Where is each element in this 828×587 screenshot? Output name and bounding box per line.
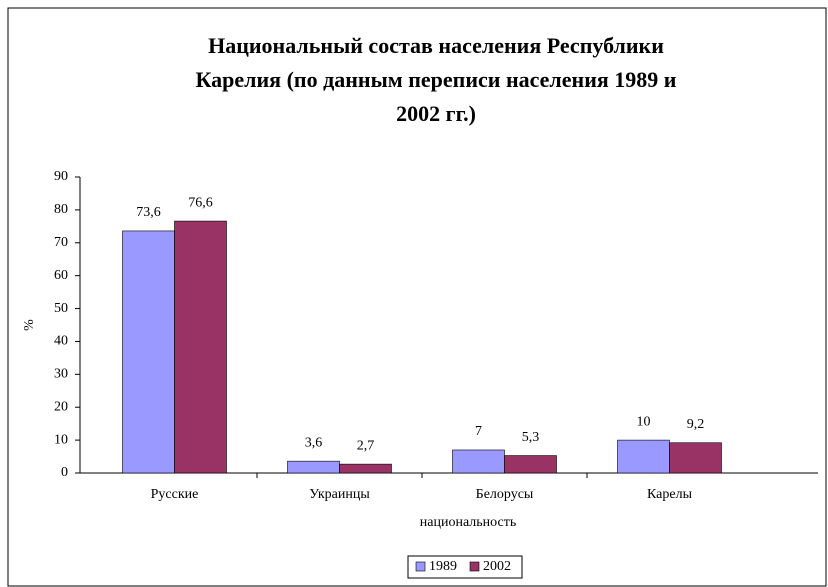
x-axis-title: национальность <box>420 515 516 530</box>
x-tick-label: Украинцы <box>309 487 370 502</box>
chart-title: Национальный состав населения Республики <box>208 33 664 58</box>
data-label: 3,6 <box>305 435 323 450</box>
legend-swatch <box>469 561 480 572</box>
y-tick-label: 40 <box>54 334 68 349</box>
data-label: 10 <box>637 414 651 429</box>
y-tick-label: 20 <box>54 399 68 414</box>
bar <box>504 455 557 474</box>
bar <box>174 220 227 474</box>
y-tick-label: 80 <box>54 202 68 217</box>
bar <box>339 463 392 474</box>
data-label: 7 <box>475 424 482 439</box>
chart-title: 2002 гг.) <box>396 101 476 126</box>
data-label: 9,2 <box>687 417 705 432</box>
legend-label: 2002 <box>483 559 511 574</box>
y-tick-label: 10 <box>54 432 68 447</box>
legend-swatch <box>415 561 426 572</box>
y-tick-label: 30 <box>54 367 68 382</box>
data-label: 2,7 <box>357 438 375 453</box>
y-tick-label: 0 <box>61 465 68 480</box>
x-tick-label: Карелы <box>647 487 693 502</box>
bar <box>452 449 505 474</box>
legend-label: 1989 <box>429 559 457 574</box>
bar <box>617 439 670 474</box>
bar <box>122 230 175 474</box>
x-tick-label: Русские <box>151 487 199 502</box>
y-tick-label: 60 <box>54 268 68 283</box>
data-label: 5,3 <box>522 430 540 445</box>
y-tick-label: 50 <box>54 301 68 316</box>
chart-title: Карелия (по данным переписи населения 19… <box>196 67 677 92</box>
data-label: 73,6 <box>136 205 161 220</box>
x-tick-label: Белорусы <box>476 487 534 502</box>
y-tick-label: 90 <box>54 169 68 184</box>
bar <box>287 460 340 474</box>
y-tick-label: 70 <box>54 235 68 250</box>
bar <box>669 442 722 474</box>
data-label: 76,6 <box>188 195 213 210</box>
legend <box>407 555 523 579</box>
y-axis-title: % <box>22 319 37 331</box>
